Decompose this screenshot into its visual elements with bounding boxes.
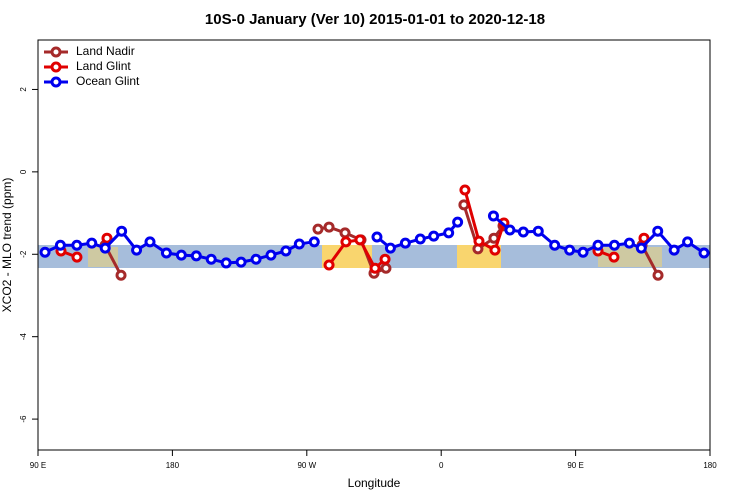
- legend-marker: [50, 76, 62, 88]
- point: [668, 244, 680, 256]
- point: [452, 216, 464, 228]
- legend-marker: [50, 61, 62, 73]
- point: [250, 253, 262, 265]
- point: [39, 246, 51, 258]
- ocean-band: [38, 245, 710, 268]
- point: [443, 227, 455, 239]
- point: [280, 245, 292, 257]
- point: [160, 247, 172, 259]
- legend-label: Land Nadir: [76, 44, 135, 58]
- point: [473, 235, 485, 247]
- point: [369, 262, 381, 274]
- point: [428, 230, 440, 242]
- point: [380, 262, 392, 274]
- point: [623, 237, 635, 249]
- plot-frame: [37, 39, 711, 451]
- legend-marker: [50, 46, 62, 58]
- point: [308, 236, 320, 248]
- point: [698, 247, 710, 259]
- point: [323, 259, 335, 271]
- point: [459, 184, 471, 196]
- land-patch: [322, 245, 372, 268]
- series-line: [103, 204, 660, 276]
- point: [652, 269, 664, 281]
- point: [354, 234, 366, 246]
- legend-label: Ocean Glint: [76, 74, 140, 88]
- point: [564, 244, 576, 256]
- point: [458, 199, 470, 211]
- y-axis-label: XCO2 - MLO trend (ppm): [0, 178, 14, 313]
- point: [99, 242, 111, 254]
- point: [312, 223, 324, 235]
- chart-title: 10S-0 January (Ver 10) 2015-01-01 to 202…: [205, 11, 545, 28]
- x-tick-label: 90 W: [297, 461, 316, 470]
- point: [489, 244, 501, 256]
- point: [190, 250, 202, 262]
- point: [115, 269, 127, 281]
- point: [371, 231, 383, 243]
- y-tick-label: 0: [19, 169, 28, 174]
- point: [131, 244, 143, 256]
- y-tick-label: -6: [19, 415, 28, 423]
- point: [487, 210, 499, 222]
- point: [635, 242, 647, 254]
- point: [265, 249, 277, 261]
- point: [339, 227, 351, 239]
- point: [592, 239, 604, 251]
- point: [577, 246, 589, 258]
- point: [549, 239, 561, 251]
- point: [608, 239, 620, 251]
- map-strip: [38, 245, 710, 268]
- point: [116, 225, 128, 237]
- point: [379, 253, 391, 265]
- point: [414, 233, 426, 245]
- point: [205, 253, 217, 265]
- point: [235, 256, 247, 268]
- point: [71, 251, 83, 263]
- point: [323, 221, 335, 233]
- y-tick-label: -2: [19, 250, 28, 258]
- x-axis-label: Longitude: [348, 476, 401, 490]
- point: [399, 237, 411, 249]
- x-tick-label: 90 E: [567, 461, 583, 470]
- point: [144, 236, 156, 248]
- point: [504, 224, 516, 236]
- point: [54, 239, 66, 251]
- x-tick-label: 180: [703, 461, 717, 470]
- point: [532, 225, 544, 237]
- point: [293, 238, 305, 250]
- point: [71, 239, 83, 251]
- x-tick-label: 0: [439, 461, 444, 470]
- point: [608, 251, 620, 263]
- point: [517, 226, 529, 238]
- point: [638, 232, 650, 244]
- point: [384, 242, 396, 254]
- y-tick-label: 2: [19, 87, 28, 92]
- point: [86, 237, 98, 249]
- land-patch: [88, 247, 118, 267]
- x-tick-label: 180: [166, 461, 180, 470]
- point: [220, 257, 232, 269]
- point: [340, 236, 352, 248]
- point: [682, 236, 694, 248]
- y-tick-label: -4: [19, 333, 28, 341]
- x-tick-label: 90 E: [30, 461, 46, 470]
- point: [101, 232, 113, 244]
- point: [175, 249, 187, 261]
- legend-label: Land Glint: [76, 59, 131, 73]
- point: [652, 225, 664, 237]
